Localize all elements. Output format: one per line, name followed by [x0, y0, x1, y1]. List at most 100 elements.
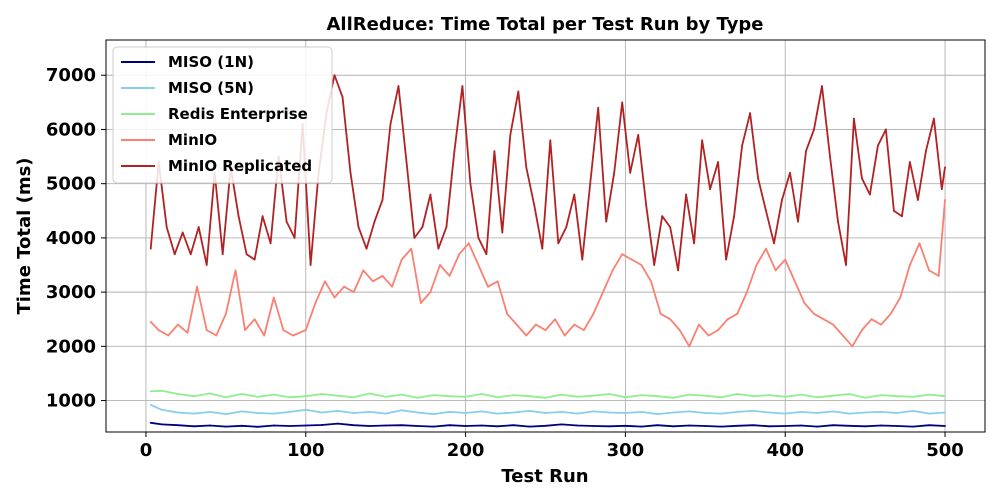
data-point — [640, 264, 643, 266]
data-point — [149, 390, 152, 393]
data-point — [621, 101, 624, 104]
x-tick-label: 100 — [287, 440, 325, 461]
data-point — [774, 269, 777, 272]
data-point — [336, 394, 339, 397]
data-point — [349, 171, 352, 174]
data-point — [793, 280, 796, 283]
y-axis-label: Time Total (ms) — [14, 157, 35, 314]
data-point — [237, 215, 240, 218]
data-point — [352, 396, 355, 399]
data-point — [832, 394, 835, 397]
data-point — [512, 424, 515, 427]
data-point — [352, 291, 355, 294]
data-point — [589, 182, 592, 185]
data-point — [613, 171, 616, 174]
data-point — [224, 396, 227, 399]
series-miso-1n — [149, 421, 946, 428]
data-point — [768, 411, 771, 414]
data-point — [797, 220, 799, 223]
data-point — [832, 323, 835, 326]
data-point — [429, 291, 432, 294]
data-point — [480, 410, 483, 413]
data-point — [611, 269, 614, 272]
data-point — [496, 425, 499, 428]
data-point — [224, 413, 227, 416]
data-point — [608, 411, 611, 414]
data-point — [784, 425, 787, 427]
data-point — [629, 171, 632, 174]
data-point — [533, 204, 536, 207]
data-point — [263, 334, 266, 337]
data-point — [803, 302, 806, 304]
data-point — [912, 395, 914, 398]
data-point — [853, 117, 855, 120]
data-point — [864, 396, 867, 399]
data-point — [709, 188, 712, 191]
data-point — [253, 258, 256, 261]
data-point — [177, 424, 179, 427]
data-point — [736, 411, 739, 413]
data-point — [765, 209, 767, 212]
data-point — [149, 321, 152, 323]
data-point — [889, 312, 892, 315]
data-point — [560, 423, 563, 426]
data-point — [224, 312, 227, 315]
y-axis-ticks: 1000 2000 3000 4000 5000 6000 7000 — [46, 65, 106, 412]
data-point — [944, 199, 946, 201]
data-point — [755, 264, 758, 266]
data-point — [678, 329, 681, 331]
data-point — [745, 291, 748, 294]
y-tick-label: 4000 — [46, 228, 96, 249]
data-point — [397, 85, 400, 87]
data-point — [496, 412, 499, 415]
data-point — [912, 409, 914, 412]
data-point — [419, 302, 422, 304]
data-point — [405, 161, 408, 163]
data-point — [333, 74, 336, 77]
data-point — [565, 226, 568, 228]
data-point — [630, 258, 633, 261]
data-point — [672, 396, 675, 399]
y-tick-label: 6000 — [46, 119, 96, 140]
data-point — [400, 409, 403, 412]
y-tick-label: 2000 — [46, 336, 96, 357]
data-point — [293, 236, 296, 239]
data-point — [582, 329, 585, 331]
data-point — [453, 150, 456, 153]
data-point — [870, 318, 873, 321]
data-point — [304, 329, 307, 331]
data-point — [672, 411, 675, 414]
x-tick-label: 500 — [926, 440, 964, 461]
data-point — [944, 166, 946, 169]
plot-frame — [105, 39, 986, 433]
data-point — [429, 193, 432, 196]
data-point — [288, 411, 291, 413]
data-point — [736, 312, 739, 315]
data-point — [829, 155, 831, 158]
data-point — [485, 253, 488, 256]
data-point — [544, 424, 547, 427]
data-point — [292, 334, 294, 337]
data-point — [517, 90, 520, 93]
data-point — [592, 425, 595, 427]
data-point — [304, 408, 307, 411]
data-point — [813, 312, 815, 315]
data-point — [464, 425, 467, 427]
data-point — [272, 296, 275, 299]
data-point — [193, 412, 195, 415]
data-point — [525, 166, 528, 169]
data-point — [885, 128, 887, 131]
data-point — [669, 226, 672, 228]
data-point — [309, 264, 312, 266]
data-point — [205, 264, 208, 266]
data-point — [597, 106, 600, 109]
data-point — [365, 247, 368, 250]
data-point — [413, 236, 416, 239]
data-point — [768, 425, 771, 428]
data-point — [432, 413, 435, 416]
data-point — [208, 392, 211, 395]
data-point — [501, 231, 504, 234]
data-point — [768, 394, 771, 397]
data-point — [541, 247, 544, 250]
data-point — [557, 242, 560, 245]
